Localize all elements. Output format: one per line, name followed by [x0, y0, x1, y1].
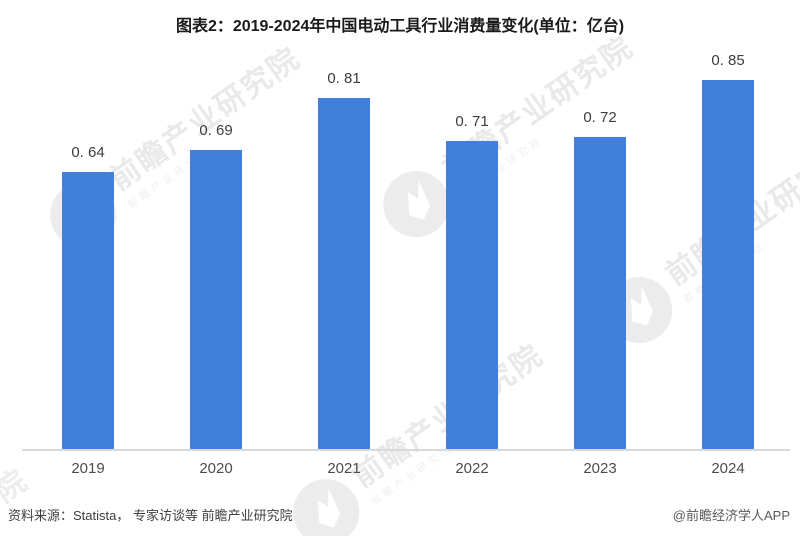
x-tick-2019: 2019	[71, 460, 105, 477]
credit-note: @前瞻经济学人APP	[672, 508, 790, 523]
chart-title: 图表2：2019-2024年中国电动工具行业消费量变化(单位：亿台)	[175, 18, 625, 35]
x-tick-2020: 2020	[199, 460, 233, 477]
value-label-2020: 0. 69	[199, 122, 233, 139]
x-axis-line	[22, 449, 790, 451]
bar-2024	[702, 80, 754, 450]
x-tick-2024: 2024	[711, 460, 745, 477]
bar-2019	[62, 172, 114, 450]
x-tick-2023: 2023	[583, 460, 617, 477]
x-tick-2021: 2021	[327, 460, 361, 477]
bar-2022	[446, 141, 498, 450]
value-label-2024: 0. 85	[711, 52, 745, 69]
value-label-2021: 0. 81	[327, 70, 361, 87]
value-label-2019: 0. 64	[71, 144, 105, 161]
bar-2021	[318, 98, 370, 450]
bar-2020	[190, 150, 242, 450]
value-label-2023: 0. 72	[583, 109, 617, 126]
source-note: 资料来源：Statista， 专家访谈等 前瞻产业研究院	[8, 508, 293, 523]
value-label-2022: 0. 71	[455, 113, 489, 130]
x-tick-2022: 2022	[455, 460, 489, 477]
bar-2023	[574, 137, 626, 450]
footer: 资料来源：Statista， 专家访谈等 前瞻产业研究院 @前瞻经济学人APP	[0, 505, 800, 524]
